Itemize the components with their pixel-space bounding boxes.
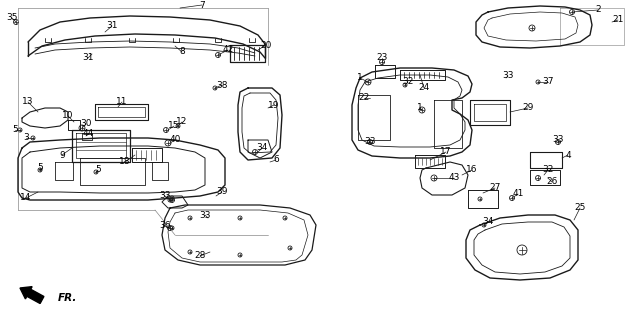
Text: 20: 20 (260, 41, 272, 50)
Text: 36: 36 (160, 221, 171, 230)
Text: 41: 41 (512, 189, 524, 198)
Text: 22: 22 (359, 93, 369, 102)
FancyArrow shape (20, 287, 44, 303)
Text: 14: 14 (20, 194, 32, 203)
Text: 17: 17 (440, 148, 452, 156)
Text: 21: 21 (612, 15, 624, 25)
Text: 2: 2 (595, 5, 601, 14)
Text: 23: 23 (376, 53, 388, 62)
Text: 32: 32 (542, 165, 554, 174)
Text: 27: 27 (489, 183, 501, 193)
Text: 5: 5 (37, 164, 43, 172)
Text: 44: 44 (82, 130, 94, 139)
Text: 5: 5 (95, 165, 101, 174)
Text: 28: 28 (195, 252, 205, 260)
Text: 31: 31 (107, 21, 118, 30)
Text: 1: 1 (357, 74, 363, 83)
Text: 18: 18 (119, 157, 131, 166)
Text: 39: 39 (216, 188, 228, 196)
Text: 9: 9 (59, 150, 65, 159)
Text: 25: 25 (574, 204, 586, 212)
Text: 8: 8 (179, 47, 185, 57)
Text: 29: 29 (523, 103, 534, 113)
Text: 34: 34 (482, 218, 494, 227)
Text: 37: 37 (542, 77, 554, 86)
Text: 33: 33 (199, 211, 211, 220)
Text: 24: 24 (419, 84, 429, 92)
Text: 33: 33 (553, 135, 564, 145)
Text: 6: 6 (273, 156, 279, 164)
Text: 7: 7 (199, 1, 205, 10)
Text: 43: 43 (449, 173, 460, 182)
Text: 40: 40 (169, 135, 181, 145)
Text: 15: 15 (168, 122, 180, 131)
Text: 5: 5 (12, 125, 18, 134)
Text: 33: 33 (160, 191, 171, 201)
Text: 3: 3 (23, 133, 29, 142)
Text: 33: 33 (364, 138, 376, 147)
Text: 26: 26 (546, 178, 558, 187)
Text: FR.: FR. (58, 293, 77, 303)
Text: 35: 35 (6, 13, 18, 22)
Text: 16: 16 (466, 165, 478, 174)
Text: 13: 13 (22, 98, 34, 107)
Text: 38: 38 (216, 81, 228, 90)
Text: 31: 31 (82, 53, 94, 62)
Text: 12: 12 (176, 117, 188, 126)
Text: 19: 19 (268, 100, 279, 109)
Text: 11: 11 (116, 98, 128, 107)
Text: 32: 32 (403, 77, 413, 86)
Text: 30: 30 (80, 119, 92, 129)
Text: 10: 10 (63, 111, 74, 121)
Text: 33: 33 (502, 71, 514, 81)
Text: 42: 42 (223, 45, 234, 54)
Text: 4: 4 (565, 150, 571, 159)
Text: 1: 1 (417, 103, 423, 113)
Text: 34: 34 (256, 143, 268, 153)
